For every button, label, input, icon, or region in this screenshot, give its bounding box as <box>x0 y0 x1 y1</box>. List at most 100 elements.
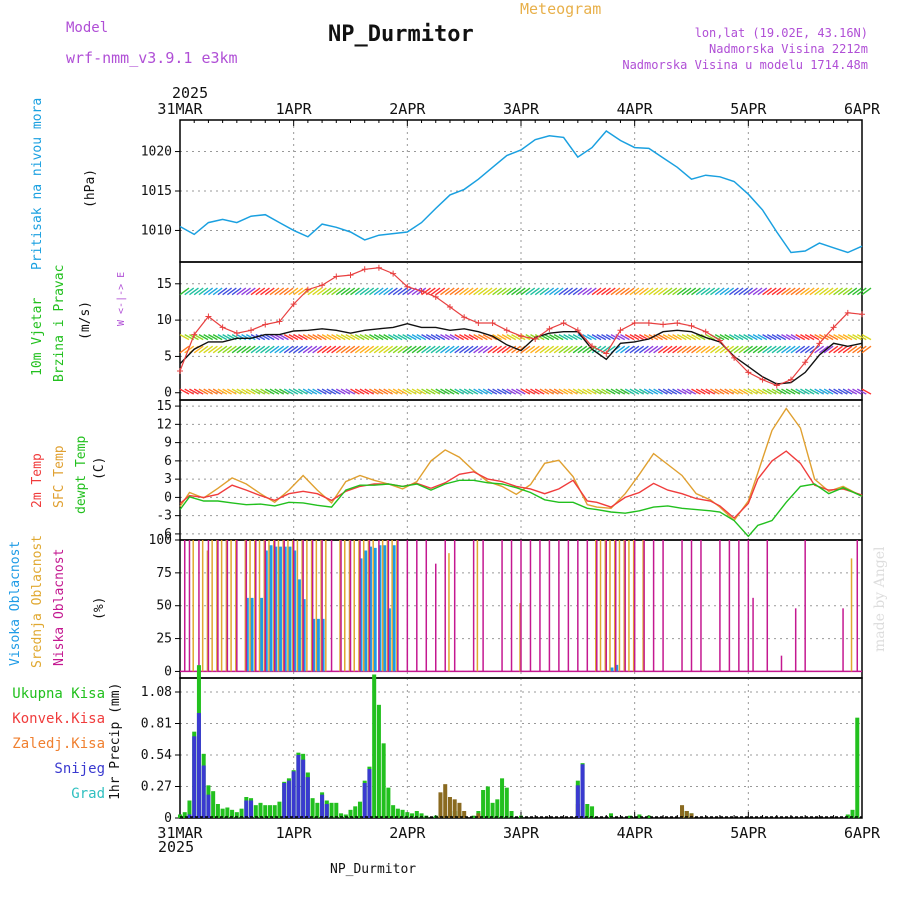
wind-barb <box>326 388 337 395</box>
precip-total-bar <box>400 809 405 818</box>
wind-barb <box>454 388 465 395</box>
wind-barb <box>245 388 256 395</box>
wind-barb <box>662 287 673 296</box>
wind-barb <box>605 287 616 296</box>
wind-barb <box>212 345 223 354</box>
wind-barb <box>733 345 744 354</box>
wind-barb <box>861 388 872 395</box>
wind-barb <box>842 334 853 341</box>
wind-barb <box>837 287 848 296</box>
precip-snow-bar <box>192 736 197 818</box>
wind-barb <box>804 287 815 296</box>
wind-barb <box>837 334 848 341</box>
wind-barb <box>752 287 763 296</box>
precip-total-bar <box>405 812 410 818</box>
wind-barb <box>326 287 337 296</box>
wind-barb <box>634 334 645 341</box>
pressure-ytick-label: 1010 <box>141 223 172 238</box>
wind-barb <box>250 345 261 354</box>
wind-barb <box>264 388 275 395</box>
wind-barb <box>572 388 583 395</box>
wind-barb <box>752 345 763 354</box>
wind-barb <box>298 388 308 395</box>
wind-barb <box>203 388 214 395</box>
precip-total-bar <box>215 804 220 818</box>
precip-freezing-bar <box>680 805 685 818</box>
wind-barb <box>823 345 834 354</box>
wind-barb <box>373 334 384 341</box>
wind-barb <box>653 287 664 296</box>
wind-barb <box>345 334 356 341</box>
wind-barb <box>217 287 228 296</box>
wind-barb <box>421 334 431 341</box>
wind-barb <box>743 388 753 395</box>
wind-barb <box>790 345 801 354</box>
wind-barb <box>193 388 204 395</box>
wind-barb <box>591 287 602 296</box>
wind-barb <box>643 345 654 354</box>
wind-barb <box>255 287 266 296</box>
wind-barb <box>421 287 431 296</box>
wind-barb <box>288 345 299 354</box>
wind-barb <box>383 334 393 341</box>
wind-barb <box>378 334 389 341</box>
wind-barb <box>477 345 488 354</box>
wind-barb <box>847 334 858 341</box>
wind-barb <box>245 334 256 341</box>
precip-total-bar <box>277 801 282 818</box>
wind-barb <box>771 388 782 395</box>
wind-barb <box>425 334 436 341</box>
wind-barb <box>492 287 502 296</box>
wind-barb <box>634 345 645 354</box>
temperature-ytick-label: -3 <box>156 509 172 524</box>
wind-barb <box>468 334 479 341</box>
wind-barb <box>520 388 531 395</box>
year-top: 2025 <box>172 84 209 102</box>
wind-barb <box>193 287 204 296</box>
precip-snow-bar <box>244 800 249 818</box>
model-label: Model <box>66 20 109 36</box>
wind-gust-marker <box>532 335 539 342</box>
wind-gust-marker <box>617 327 624 334</box>
wind-barb <box>620 345 630 354</box>
wind-barb <box>473 388 483 395</box>
wind-barb <box>781 388 791 395</box>
model-elevation-text: Nadmorska Visina u modelu 1714.48m <box>622 58 868 72</box>
wind-gust-marker <box>361 266 368 273</box>
wind-barb <box>212 287 223 296</box>
wind-barb <box>468 388 479 395</box>
wind-barb <box>766 388 777 395</box>
wind-barb <box>350 345 360 354</box>
wind-barb <box>766 287 777 296</box>
wind-gust-marker <box>248 327 255 334</box>
wind-barb <box>771 334 782 341</box>
wind-barb <box>800 388 810 395</box>
wind-barb <box>530 388 540 395</box>
temperature-ytick-label: -6 <box>156 527 172 542</box>
wind-barb <box>440 287 450 296</box>
wind-barb <box>757 287 768 296</box>
wind-barb <box>482 287 493 296</box>
wind-barb <box>676 287 687 296</box>
year-bottom: 2025 <box>158 838 195 856</box>
wind-barb <box>321 287 332 296</box>
precip-snow-bar <box>206 794 211 818</box>
precip-total-bar <box>225 807 230 818</box>
pressure-ytick-label: 1015 <box>141 184 172 199</box>
wind-barb <box>643 334 654 341</box>
wind-barb <box>601 334 611 341</box>
wind-barb <box>743 287 754 296</box>
wind-barb <box>634 287 645 296</box>
wind-gust-marker <box>731 354 738 361</box>
wind-gust-marker <box>574 327 581 334</box>
wind-barb <box>203 345 214 354</box>
wind-barb <box>430 388 441 395</box>
wind-barb <box>369 334 379 341</box>
wind-barb <box>558 334 569 341</box>
wind-barb <box>672 388 682 395</box>
wind-barb <box>724 287 735 296</box>
wind-barb <box>743 334 753 341</box>
wind-barb <box>833 334 843 341</box>
wind-barb <box>795 345 806 354</box>
bottom-xtick-label: 5APR <box>730 824 767 842</box>
